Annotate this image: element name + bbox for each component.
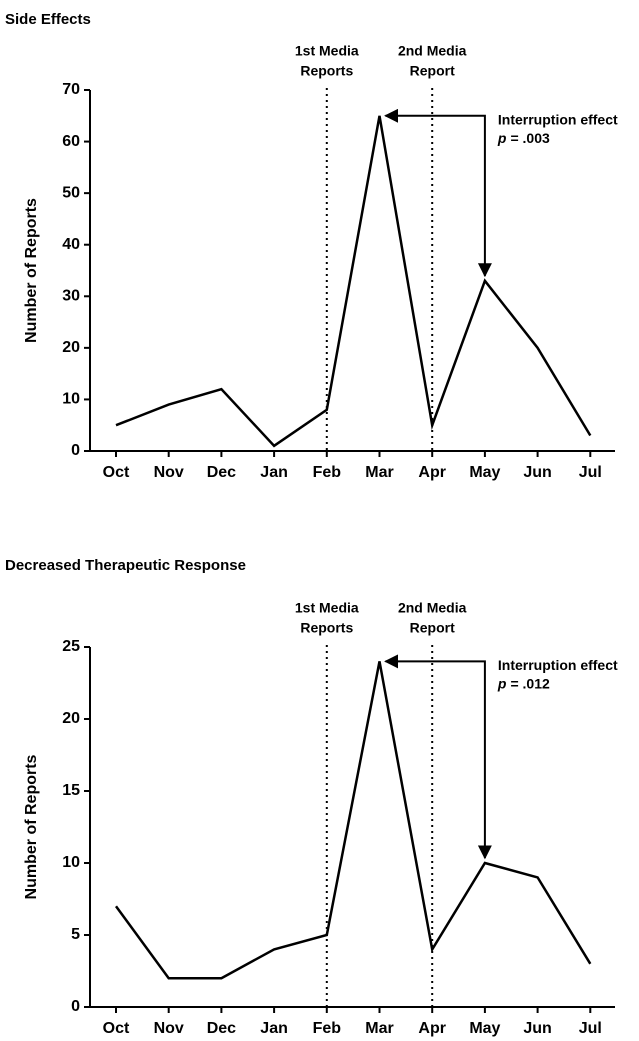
p-value: = .003 [510, 129, 550, 145]
x-tick-label: Jun [523, 1020, 551, 1037]
chart-title: Side Effects [5, 11, 91, 28]
x-tick-label: Apr [418, 464, 446, 481]
x-tick-label: Nov [154, 464, 184, 481]
x-tick-label: Jan [260, 464, 288, 481]
arrow [384, 108, 492, 278]
y-tick-label: 0 [71, 442, 80, 459]
x-tick-label: Nov [154, 1020, 184, 1037]
y-tick-label: 20 [62, 339, 80, 356]
x-tick-label: Mar [365, 464, 393, 481]
y-tick-label: 0 [71, 998, 80, 1015]
media-label: Reports [300, 620, 353, 636]
annotation: Interruption effect [498, 657, 618, 673]
x-tick-label: May [469, 464, 500, 481]
annotation: Interruption effect [498, 111, 618, 127]
x-tick-label: Jan [260, 1020, 288, 1037]
y-tick-label: 30 [62, 288, 80, 305]
x-tick-label: Mar [365, 1020, 393, 1037]
y-tick-label: 20 [62, 710, 80, 727]
x-tick-label: Oct [103, 464, 130, 481]
y-tick-label: 15 [62, 782, 80, 799]
media-label: 2nd Media [398, 600, 467, 616]
x-tick-label: Jul [579, 464, 602, 481]
y-axis-label: Number of Reports [23, 198, 40, 343]
line [115, 115, 592, 448]
media-label: Report [410, 63, 455, 79]
p-symbol: p [497, 129, 507, 145]
y-tick-label: 40 [62, 236, 80, 253]
y-tick-label: 25 [62, 638, 80, 655]
x-tick-label: Jun [523, 464, 551, 481]
y-tick-label: 5 [71, 926, 80, 943]
media-label: Reports [300, 63, 353, 79]
p-value: = .012 [510, 675, 550, 691]
x-tick-label: Dec [207, 1020, 236, 1037]
x-tick-label: Dec [207, 464, 236, 481]
annotation-p: p = .003 [497, 129, 550, 145]
y-axis-label: Number of Reports [23, 754, 40, 899]
line [114, 661, 592, 980]
media-label: Report [410, 620, 455, 636]
x-tick-label: Apr [418, 1020, 446, 1037]
y-tick-label: 10 [62, 391, 80, 408]
y-tick-label: 10 [62, 854, 80, 871]
arrow [384, 654, 492, 860]
media-label: 1st Media [295, 43, 359, 59]
x-tick-label: Feb [313, 1020, 342, 1037]
x-tick-label: Jul [579, 1020, 602, 1037]
y-tick-label: 50 [62, 184, 80, 201]
chart-title: Decreased Therapeutic Response [5, 557, 246, 574]
y-tick-label: 60 [62, 133, 80, 150]
y-tick-label: 70 [62, 81, 80, 98]
x-tick-label: Feb [313, 464, 342, 481]
media-label: 1st Media [295, 600, 359, 616]
x-tick-label: May [469, 1020, 500, 1037]
x-tick-label: Oct [103, 1020, 130, 1037]
annotation-p: p = .012 [497, 675, 550, 691]
media-label: 2nd Media [398, 43, 467, 59]
p-symbol: p [497, 675, 507, 691]
